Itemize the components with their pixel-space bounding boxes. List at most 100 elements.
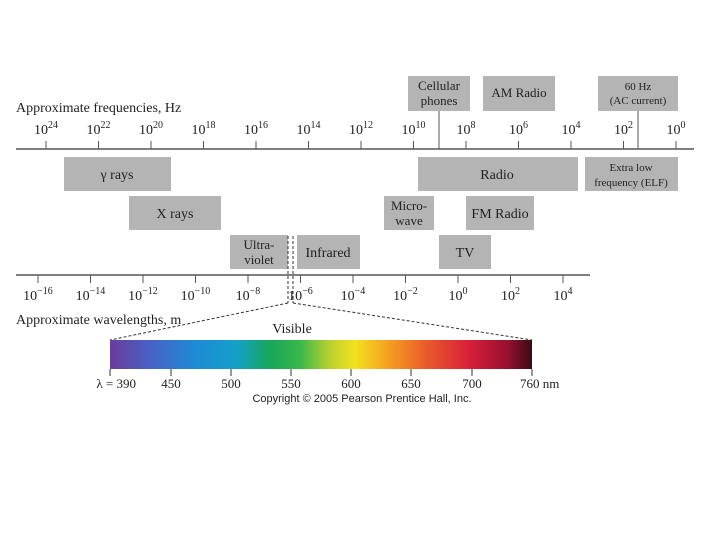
wave-tick-exponent: −8: [250, 286, 261, 297]
wave-tick-label: 10−2: [393, 286, 418, 304]
freq-tick-label: 1016: [244, 120, 268, 138]
visible-tick-label: λ = 390: [96, 376, 136, 391]
frequency-axis-title: Approximate frequencies, Hz: [16, 101, 181, 116]
wave-tick-base: 10: [449, 289, 463, 304]
microwave-label-2: wave: [395, 213, 423, 228]
wave-tick-exponent: −16: [37, 286, 53, 297]
wave-tick-base: 10: [501, 289, 515, 304]
freq-tick-exponent: 20: [153, 120, 163, 131]
elf-label-2: frequency (ELF): [594, 177, 668, 189]
visible-spectrum-bar: [110, 340, 532, 369]
wave-tick-label: 10−8: [236, 286, 261, 304]
freq-tick-label: 108: [457, 120, 476, 138]
tv-label: TV: [456, 246, 475, 261]
freq-tick-base: 10: [244, 123, 258, 138]
wave-tick-label: 10−12: [128, 286, 158, 304]
freq-tick-label: 1010: [402, 120, 426, 138]
wave-tick-exponent: −12: [142, 286, 158, 297]
microwave-label-1: Micro-: [391, 198, 427, 213]
wave-tick-base: 10: [393, 289, 407, 304]
ultraviolet-label-1: Ultra-: [243, 237, 274, 252]
freq-tick-exponent: 10: [416, 120, 426, 131]
gamma-rays-label: γ rays: [99, 168, 133, 183]
freq-tick-label: 1014: [297, 120, 321, 138]
wave-tick-exponent: 4: [568, 286, 573, 297]
wave-tick-base: 10: [181, 289, 195, 304]
infrared-label: Infrared: [305, 246, 350, 261]
visible-tick-label: 450: [161, 376, 181, 391]
freq-tick-base: 10: [614, 123, 628, 138]
freq-tick-exponent: 18: [206, 120, 216, 131]
freq-tick-exponent: 16: [258, 120, 268, 131]
freq-tick-exponent: 12: [363, 120, 373, 131]
freq-tick-label: 1022: [87, 120, 111, 138]
microwave-box: [384, 196, 434, 230]
wave-tick-base: 10: [236, 289, 250, 304]
freq-tick-label: 100: [667, 120, 686, 138]
wave-tick-exponent: −10: [195, 286, 211, 297]
wavelength-tick-labels: 10−16 10−14 10−12 10−10 10−8 10−6 10−4 10−2 100 1…: [23, 286, 572, 304]
copyright-text: Copyright © 2005 Pearson Prentice Hall, …: [252, 393, 471, 405]
freq-tick-exponent: 2: [628, 120, 633, 131]
freq-tick-base: 10: [349, 123, 363, 138]
frequency-tick-labels: 1024 1022 1020 1018 1016 1014 1012 1010 108 106 10…: [34, 120, 686, 138]
freq-tick-exponent: 8: [471, 120, 476, 131]
freq-tick-exponent: 0: [681, 120, 686, 131]
elf-label-1: Extra low: [609, 162, 652, 174]
freq-tick-label: 106: [509, 120, 528, 138]
freq-tick-label: 1012: [349, 120, 373, 138]
frequency-tick-marks: [45, 141, 677, 149]
freq-tick-base: 10: [34, 123, 48, 138]
wave-tick-exponent: 2: [515, 286, 520, 297]
freq-tick-base: 10: [192, 123, 206, 138]
freq-tick-exponent: 14: [311, 120, 321, 131]
freq-tick-label: 1024: [34, 120, 58, 138]
wave-tick-base: 10: [341, 289, 355, 304]
wave-tick-label: 102: [501, 286, 520, 304]
ultraviolet-label-2: violet: [244, 252, 274, 267]
visible-zoom-right: [292, 302, 533, 341]
wave-tick-label: 104: [554, 286, 573, 304]
wave-tick-label: 100: [449, 286, 468, 304]
ultraviolet-box: [230, 235, 288, 269]
wave-tick-label: 10−10: [181, 286, 211, 304]
wave-tick-base: 10: [76, 289, 90, 304]
wave-tick-label: 10−14: [76, 286, 106, 304]
visible-tick-label: 700: [462, 376, 482, 391]
freq-tick-base: 10: [139, 123, 153, 138]
freq-tick-exponent: 24: [48, 120, 58, 131]
visible-label: Visible: [272, 322, 312, 337]
visible-tick-label: 550: [281, 376, 301, 391]
visible-tick-label: 650: [401, 376, 421, 391]
freq-tick-base: 10: [667, 123, 681, 138]
freq-tick-exponent: 6: [523, 120, 528, 131]
freq-tick-label: 102: [614, 120, 633, 138]
freq-tick-base: 10: [457, 123, 471, 138]
am-radio-box: [483, 76, 555, 111]
freq-tick-exponent: 22: [101, 120, 111, 131]
wave-tick-base: 10: [128, 289, 142, 304]
visible-tick-labels: λ = 390 450 500 550 600 650 700 760 nm: [96, 369, 559, 391]
visible-tick-label: 760 nm: [520, 376, 559, 391]
wave-tick-exponent: 0: [463, 286, 468, 297]
tv-box: [439, 235, 491, 269]
gamma-rays-box: [64, 157, 171, 191]
freq-tick-base: 10: [509, 123, 523, 138]
cellular-label-1: Cellular: [418, 78, 461, 93]
wave-tick-base: 10: [288, 289, 302, 304]
visible-tick-label: 600: [341, 376, 361, 391]
wave-tick-base: 10: [23, 289, 37, 304]
freq-tick-label: 104: [562, 120, 581, 138]
freq-tick-label: 1020: [139, 120, 163, 138]
fm-radio-box: [466, 196, 534, 230]
wave-tick-label: 10−6: [288, 286, 313, 304]
x-rays-label: X rays: [157, 207, 194, 222]
freq-tick-base: 10: [402, 123, 416, 138]
wavelength-axis-title: Approximate wavelengths, m: [16, 313, 181, 328]
freq-tick-exponent: 4: [576, 120, 581, 131]
ac-label-2: (AC current): [610, 95, 667, 107]
cellular-phones-box: [408, 76, 470, 111]
wave-tick-label: 10−16: [23, 286, 53, 304]
freq-tick-base: 10: [87, 123, 101, 138]
